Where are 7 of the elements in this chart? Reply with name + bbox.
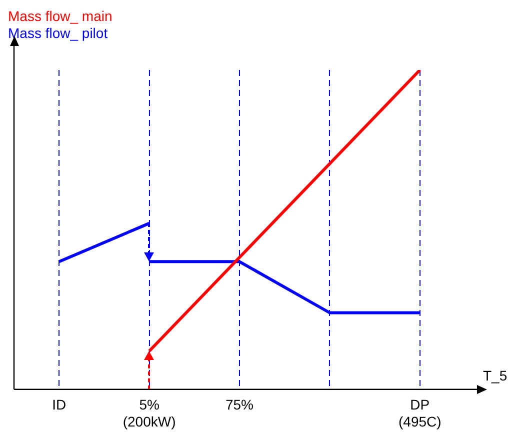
x-tick-label: 75%	[225, 396, 254, 413]
x-tick-label: 5% (200kW)	[122, 396, 176, 430]
x-tick-label: ID	[52, 396, 66, 413]
x-axis-title: T_5	[483, 367, 508, 384]
text: Mass flow_ main	[8, 8, 112, 25]
text: Mass flow_ pilot	[8, 25, 109, 42]
x-tick-label: DP (495C)	[398, 396, 442, 430]
